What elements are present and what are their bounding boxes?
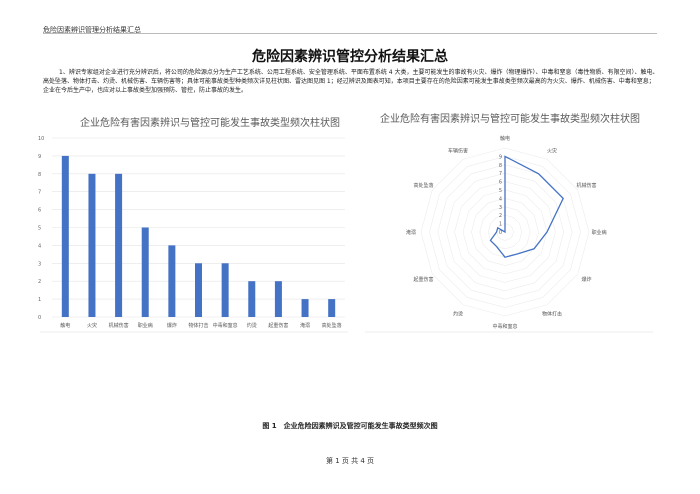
bar-chart-title: 企业危险有害因素辨识与管控可能发生事故类型频次柱状图 — [80, 116, 340, 129]
axis-label: 中毒和窒息 — [492, 323, 517, 330]
axis-label: 机械伤害 — [576, 182, 596, 189]
figure-caption: 图 1 企业危险因素辨识及管控可能发生事故类型频次图 — [262, 422, 438, 430]
r-tick-label: 4 — [499, 196, 502, 202]
radar-gridline — [471, 198, 539, 266]
bar — [141, 227, 149, 317]
page-footer: 第 1 页 共 4 页 — [325, 457, 375, 465]
radar-gridline — [429, 156, 581, 308]
x-tick-label: 物体打击 — [188, 322, 208, 329]
axis-label: 火灾 — [547, 148, 557, 155]
axis-label: 职业病 — [592, 229, 607, 236]
header-divider — [43, 33, 657, 34]
x-tick-label: 起重伤害 — [268, 322, 288, 329]
running-header: 危险因素辨识管理分析结果汇总 — [43, 26, 141, 34]
r-tick-label: 6 — [499, 180, 502, 186]
radar-gridline — [420, 147, 590, 317]
axis-label: 灼烫 — [453, 310, 463, 317]
x-tick-label: 触电 — [60, 322, 70, 329]
bar — [61, 155, 69, 317]
y-tick-label: 7 — [38, 190, 41, 196]
x-tick-label: 高处坠落 — [322, 322, 342, 329]
axis-label: 车辆伤害 — [448, 148, 468, 155]
page-title: 危险因素辨识管控分析结果汇总 — [252, 49, 448, 65]
r-tick-label: 5 — [499, 188, 502, 194]
x-tick-label: 爆炸 — [167, 322, 177, 329]
x-tick-label: 机械伤害 — [109, 322, 129, 329]
bar — [88, 173, 96, 317]
axis-label: 淹溺 — [406, 229, 416, 236]
bar-chart: 企业危险有害因素辨识与管控可能发生事故类型频次柱状图 0 1 2 3 4 5 6 7 8 9 10 触… — [38, 116, 348, 333]
x-tick-label: 灼烫 — [247, 322, 257, 329]
radar-chart-title: 企业危险有害因素辨识与管控可能发生事故类型频次柱状图 — [380, 112, 640, 125]
bar — [274, 281, 282, 317]
y-tick-label: 6 — [38, 208, 41, 214]
body-paragraph: 1、辨识专家组对企业进行充分辨识后，将公司的危险源点分为生产工艺系统、公用工程系… — [43, 69, 659, 94]
x-tick-label: 淹溺 — [300, 322, 310, 329]
axis-label: 高处坠落 — [414, 182, 434, 189]
bar — [115, 173, 123, 317]
y-tick-label: 9 — [38, 154, 41, 160]
axis-label: 物体打击 — [542, 310, 562, 317]
r-tick-label: 8 — [499, 163, 502, 169]
r-tick-label: 9 — [499, 154, 502, 160]
radar-gridline — [487, 214, 523, 250]
bar — [168, 245, 176, 317]
y-tick-label: 0 — [38, 315, 41, 321]
y-tick-label: 4 — [38, 243, 41, 249]
radar-gridline — [454, 181, 556, 283]
y-tick-label: 5 — [38, 226, 41, 232]
bar — [195, 263, 202, 317]
r-tick-label: 2 — [499, 213, 502, 219]
radar-series-line — [489, 155, 564, 258]
r-tick-label: 0 — [499, 230, 502, 236]
x-tick-label: 火灾 — [87, 322, 97, 329]
y-tick-label: 3 — [38, 261, 41, 267]
axis-label: 爆炸 — [581, 276, 591, 283]
radar-gridline — [445, 172, 565, 292]
x-tick-label: 职业病 — [138, 322, 153, 329]
y-tick-label: 10 — [38, 136, 44, 142]
axis-label: 触电 — [500, 135, 510, 142]
r-tick-label: 3 — [499, 205, 502, 211]
bar — [328, 299, 336, 317]
y-tick-label: 1 — [38, 297, 41, 303]
r-tick-label: 7 — [499, 171, 502, 177]
bar — [221, 263, 229, 317]
y-tick-label: 2 — [38, 279, 41, 285]
r-tick-label: 1 — [499, 222, 502, 228]
radar-gridline — [462, 189, 548, 275]
bar — [301, 299, 309, 317]
axis-label: 起重伤害 — [414, 276, 434, 283]
x-tick-label: 中毒和窒息 — [213, 322, 238, 329]
y-tick-label: 8 — [38, 172, 41, 178]
radar-chart: 企业危险有害因素辨识与管控可能发生事故类型频次柱状图 触电火灾机械伤害职业病爆炸… — [365, 112, 653, 333]
bar — [248, 281, 256, 317]
